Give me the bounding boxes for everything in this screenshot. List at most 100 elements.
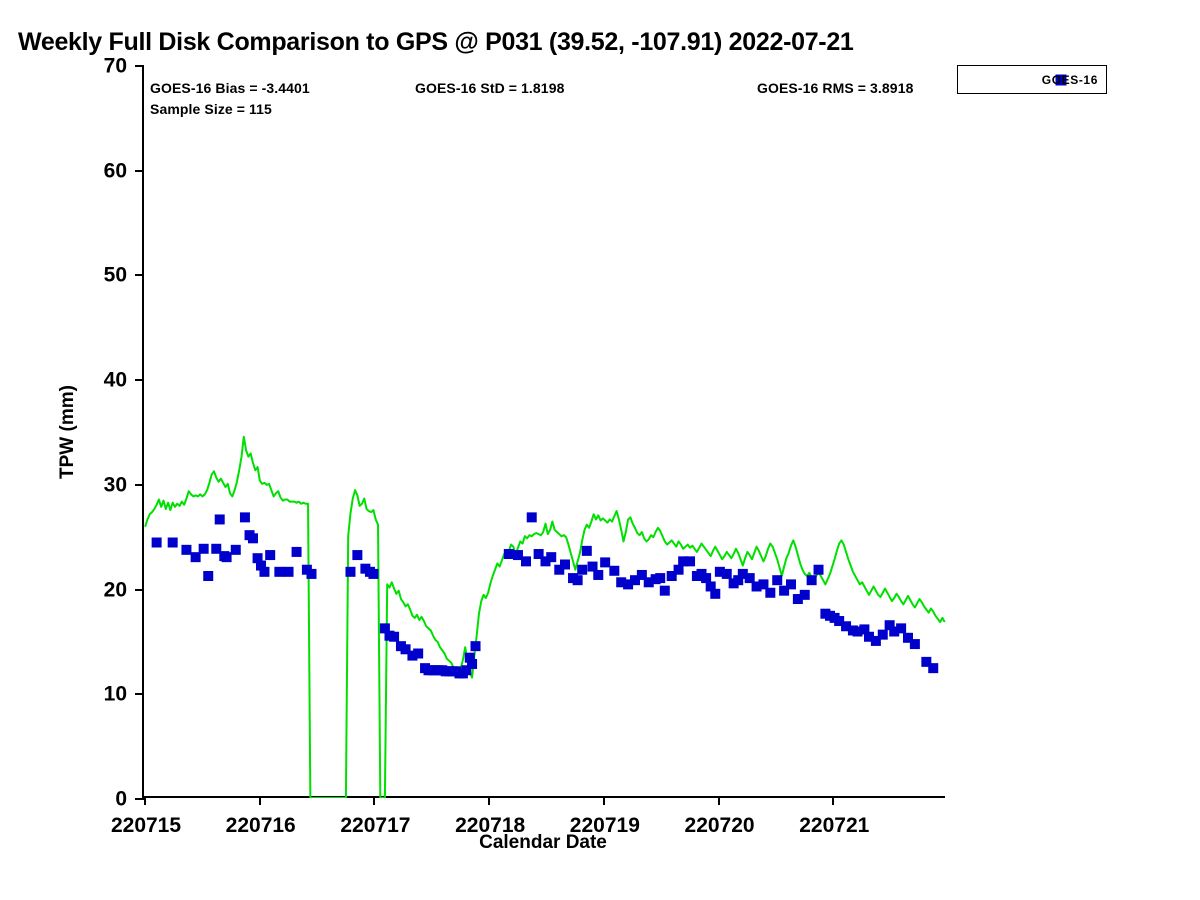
x-tick: 220721 <box>799 796 869 837</box>
x-axis-title: Calendar Date <box>479 832 607 853</box>
goes16-data-point <box>877 629 888 640</box>
goes16-data-point <box>151 537 162 548</box>
y-tick: 50 <box>104 264 144 287</box>
goes16-data-point <box>461 665 472 676</box>
goes16-data-point <box>870 635 881 646</box>
goes16-data-point <box>721 568 732 579</box>
y-tick: 0 <box>115 788 144 811</box>
goes16-data-point <box>733 575 744 586</box>
goes16-data-point <box>345 566 356 577</box>
goes16-data-point <box>813 564 824 575</box>
goes16-data-point <box>283 566 294 577</box>
goes16-data-point <box>643 577 654 588</box>
goes16-data-point <box>274 566 285 577</box>
goes16-data-point <box>512 550 523 561</box>
goes16-data-point <box>921 656 932 667</box>
goes16-data-point <box>181 544 192 555</box>
goes16-data-point <box>666 571 677 582</box>
y-tick: 30 <box>104 473 144 496</box>
goes16-data-point <box>503 549 514 560</box>
y-tick: 40 <box>104 369 144 392</box>
goes16-data-point <box>291 546 302 557</box>
goes16-data-point <box>352 550 363 561</box>
goes16-data-point <box>863 631 874 642</box>
goes16-data-point <box>540 556 551 567</box>
stat-std: GOES-16 StD = 1.8198 <box>415 80 565 96</box>
goes16-data-point <box>190 552 201 563</box>
goes16-data-point <box>214 514 225 525</box>
goes16-data-point <box>629 575 640 586</box>
goes16-data-point <box>533 549 544 560</box>
y-tick-label: 0 <box>115 787 127 811</box>
goes16-data-point <box>834 616 845 627</box>
x-tick-label: 220716 <box>225 814 296 837</box>
legend: GOES-16 <box>957 65 1107 94</box>
goes16-data-point <box>859 624 870 635</box>
goes16-data-point <box>737 568 748 579</box>
goes16-data-point <box>554 564 565 575</box>
goes16-data-point <box>368 568 379 579</box>
goes16-data-point <box>655 573 666 584</box>
goes16-data-point <box>779 585 790 596</box>
goes16-data-point <box>467 658 478 669</box>
goes16-data-point <box>581 545 592 556</box>
goes16-data-point <box>400 644 411 655</box>
goes16-data-point <box>841 621 852 632</box>
y-tick-label: 10 <box>103 682 127 706</box>
goes16-data-point <box>623 579 634 590</box>
legend-marker-goes16-icon <box>1055 74 1067 85</box>
goes16-data-point <box>252 553 263 564</box>
goes16-data-point <box>609 565 620 576</box>
legend-label-goes16: GOES-16 <box>1041 72 1098 87</box>
goes16-scatter-series <box>151 512 939 679</box>
goes16-data-point <box>751 581 762 592</box>
goes16-data-point <box>792 594 803 605</box>
goes16-data-point <box>464 652 475 663</box>
x-tick: 220717 <box>340 796 410 837</box>
page-title: Weekly Full Disk Comparison to GPS @ P03… <box>18 28 854 56</box>
goes16-data-point <box>587 561 598 572</box>
goes16-data-point <box>903 632 913 643</box>
y-tick-label: 40 <box>103 368 127 392</box>
goes16-data-point <box>785 579 796 590</box>
goes16-data-point <box>247 533 258 544</box>
goes16-data-point <box>744 573 755 584</box>
y-tick-label: 50 <box>103 263 127 287</box>
x-tick: 220720 <box>685 796 755 837</box>
x-tick-label: 220720 <box>684 814 755 837</box>
goes16-data-point <box>413 648 424 659</box>
goes16-data-point <box>526 512 537 523</box>
x-tick-label: 220719 <box>569 814 640 837</box>
y-tick-label: 60 <box>103 159 127 183</box>
goes16-data-point <box>685 556 696 567</box>
goes16-data-point <box>636 569 647 580</box>
goes16-data-point <box>203 571 214 582</box>
goes16-data-point <box>772 575 783 586</box>
y-tick: 20 <box>104 578 144 601</box>
stat-bias: GOES-16 Bias = -3.4401 <box>150 80 310 96</box>
goes16-data-point <box>521 556 531 567</box>
x-tick: 220716 <box>226 796 296 837</box>
goes16-data-point <box>884 620 895 631</box>
goes16-data-point <box>710 588 721 599</box>
goes16-data-point <box>198 543 209 554</box>
goes16-data-point <box>256 560 267 571</box>
y-tick-label: 70 <box>103 54 127 78</box>
x-tick-label: 220718 <box>455 814 526 837</box>
x-tick: 220715 <box>111 796 181 837</box>
goes16-data-point <box>909 639 920 650</box>
x-tick-label: 220721 <box>799 814 870 837</box>
plot-area: 0 10 20 30 40 50 60 70 220715 220716 220717 220718… <box>104 55 946 837</box>
goes16-data-point <box>230 544 241 555</box>
goes16-data-point <box>896 623 907 634</box>
goes16-data-point <box>758 579 769 590</box>
y-tick-label: 30 <box>103 473 127 497</box>
goes16-data-point <box>259 566 270 577</box>
goes16-data-point <box>167 537 178 548</box>
goes16-data-point <box>889 626 900 637</box>
goes16-data-point <box>600 557 611 568</box>
y-tick-label: 20 <box>103 578 127 602</box>
stat-rms: GOES-16 RMS = 3.8918 <box>757 80 914 96</box>
goes16-data-point <box>572 575 583 586</box>
